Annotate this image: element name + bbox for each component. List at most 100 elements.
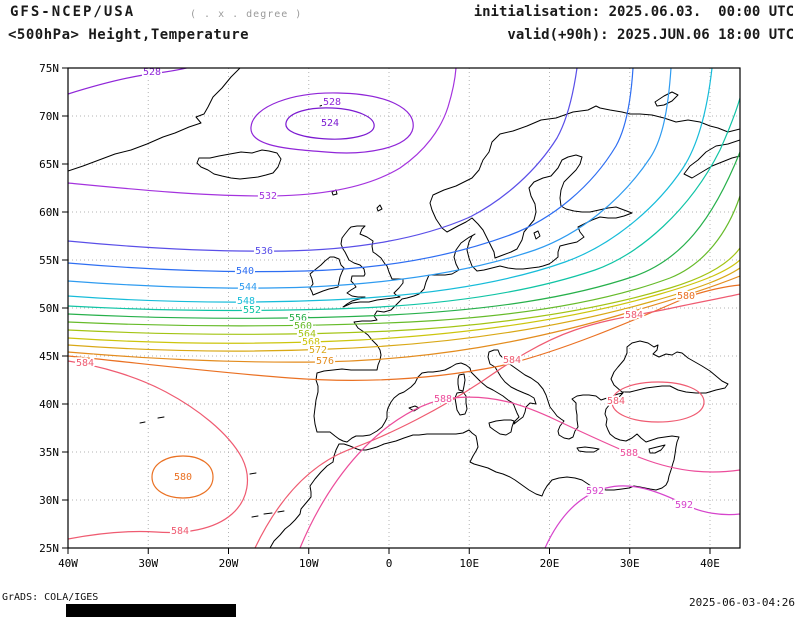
lon-label: 10W (299, 557, 319, 570)
grads-credit: GrADS: COLA/IGES (2, 592, 99, 603)
contour-label: 540 (236, 266, 254, 277)
lon-label: 40E (700, 557, 720, 570)
contour-label: 592 (675, 500, 693, 511)
coastline (648, 444, 666, 454)
contour-560 (68, 195, 740, 327)
contour-label: 564 (298, 329, 316, 340)
lat-label: 35N (39, 446, 59, 459)
contour-label: 584 (607, 396, 625, 407)
contour-580 (151, 455, 214, 499)
contour-540 (68, 68, 634, 273)
contour-label: 588 (434, 394, 452, 405)
coastline (309, 256, 345, 296)
contour-552 (68, 97, 740, 312)
contour-548 (68, 68, 713, 303)
valid-time-label: valid(+90h): 2025.JUN.06 18:00 UTC (507, 27, 794, 43)
contour-label: 588 (620, 448, 638, 459)
lat-label: 70N (39, 110, 59, 123)
contour-label: 580 (174, 472, 192, 483)
contour-556 (68, 151, 740, 319)
contour-label: 528 (323, 97, 341, 108)
contour-label: 592 (586, 486, 604, 497)
coastline (251, 510, 285, 518)
lat-label: 75N (39, 62, 59, 75)
lon-label: 10E (459, 557, 479, 570)
contour-label: 524 (321, 118, 339, 129)
lon-label: 20W (219, 557, 239, 570)
coastline (533, 230, 541, 240)
contour-label: 556 (289, 313, 307, 324)
lat-label: 55N (39, 254, 59, 267)
coastline (340, 225, 404, 308)
model-title: GFS-NCEP/USA (10, 4, 136, 20)
coastline (610, 340, 729, 394)
grads-logo-bar (66, 604, 236, 617)
coastline (654, 91, 679, 107)
contour-label: 544 (239, 282, 257, 293)
contour-label: 584 (76, 358, 94, 369)
contour-label: 528 (143, 67, 161, 78)
contour-524 (285, 107, 375, 140)
lon-label: 0 (386, 557, 393, 570)
product-title: <500hPa> Height,Temperature (8, 27, 250, 43)
coastline (249, 472, 257, 475)
coastline (454, 391, 468, 416)
contour-label: 576 (316, 356, 334, 367)
contour-528 (250, 92, 414, 154)
contour-label: 536 (255, 246, 273, 257)
lat-label: 50N (39, 302, 59, 315)
lat-label: 45N (39, 350, 59, 363)
contour-588 (299, 396, 740, 548)
contour-584 (68, 360, 249, 540)
contour-532 (68, 68, 457, 197)
lat-label: 60N (39, 206, 59, 219)
coastline (269, 105, 740, 548)
lat-label: 30N (39, 494, 59, 507)
contour-576 (68, 275, 740, 363)
coastline (196, 149, 282, 180)
coastline (68, 68, 241, 172)
contour-544 (68, 68, 672, 289)
contour-572 (68, 267, 740, 352)
resolution-note: ( . x . degree ) (190, 9, 303, 20)
coastline (457, 373, 466, 392)
contour-label: 568 (302, 337, 320, 348)
height-contours (68, 68, 740, 548)
axes: 75N 70N 65N 60N 55N 50N 45N 40N 35N 30N 25N 40W 30W 2… (39, 62, 720, 570)
creation-timestamp: 2025-06-03-04:26 (689, 596, 795, 609)
contour-564 (68, 247, 740, 335)
contour-584 (254, 293, 740, 548)
contour-label: 560 (294, 321, 312, 332)
coastlines (68, 68, 740, 548)
lat-label: 65N (39, 158, 59, 171)
contour-536 (68, 68, 578, 252)
contour-528 (68, 68, 190, 95)
contour-580 (68, 284, 740, 381)
contour-label: 532 (259, 191, 277, 202)
contour-labels: 5245285285325365405445485525565605645685… (74, 65, 697, 539)
lon-label: 40W (58, 557, 78, 570)
contour-label: 548 (237, 296, 255, 307)
contour-592 (544, 485, 740, 548)
contour-label: 584 (625, 310, 643, 321)
coastline (319, 103, 327, 107)
contour-label: 580 (677, 291, 695, 302)
coastline (376, 204, 383, 212)
contour-label: 584 (171, 526, 189, 537)
lon-label: 30W (138, 557, 158, 570)
coastline (488, 419, 515, 436)
contour-568 (68, 259, 740, 344)
contour-label: 552 (243, 305, 261, 316)
coastline (139, 416, 165, 424)
lat-label: 25N (39, 542, 59, 555)
contour-584 (611, 381, 705, 423)
lon-label: 30E (620, 557, 640, 570)
contour-label: 584 (503, 355, 521, 366)
coastline (576, 446, 600, 453)
contour-label: 572 (309, 345, 327, 356)
lon-label: 20E (540, 557, 560, 570)
init-time-label: initialisation: 2025.06.03. 00:00 UTC (473, 4, 794, 20)
lat-label: 40N (39, 398, 59, 411)
